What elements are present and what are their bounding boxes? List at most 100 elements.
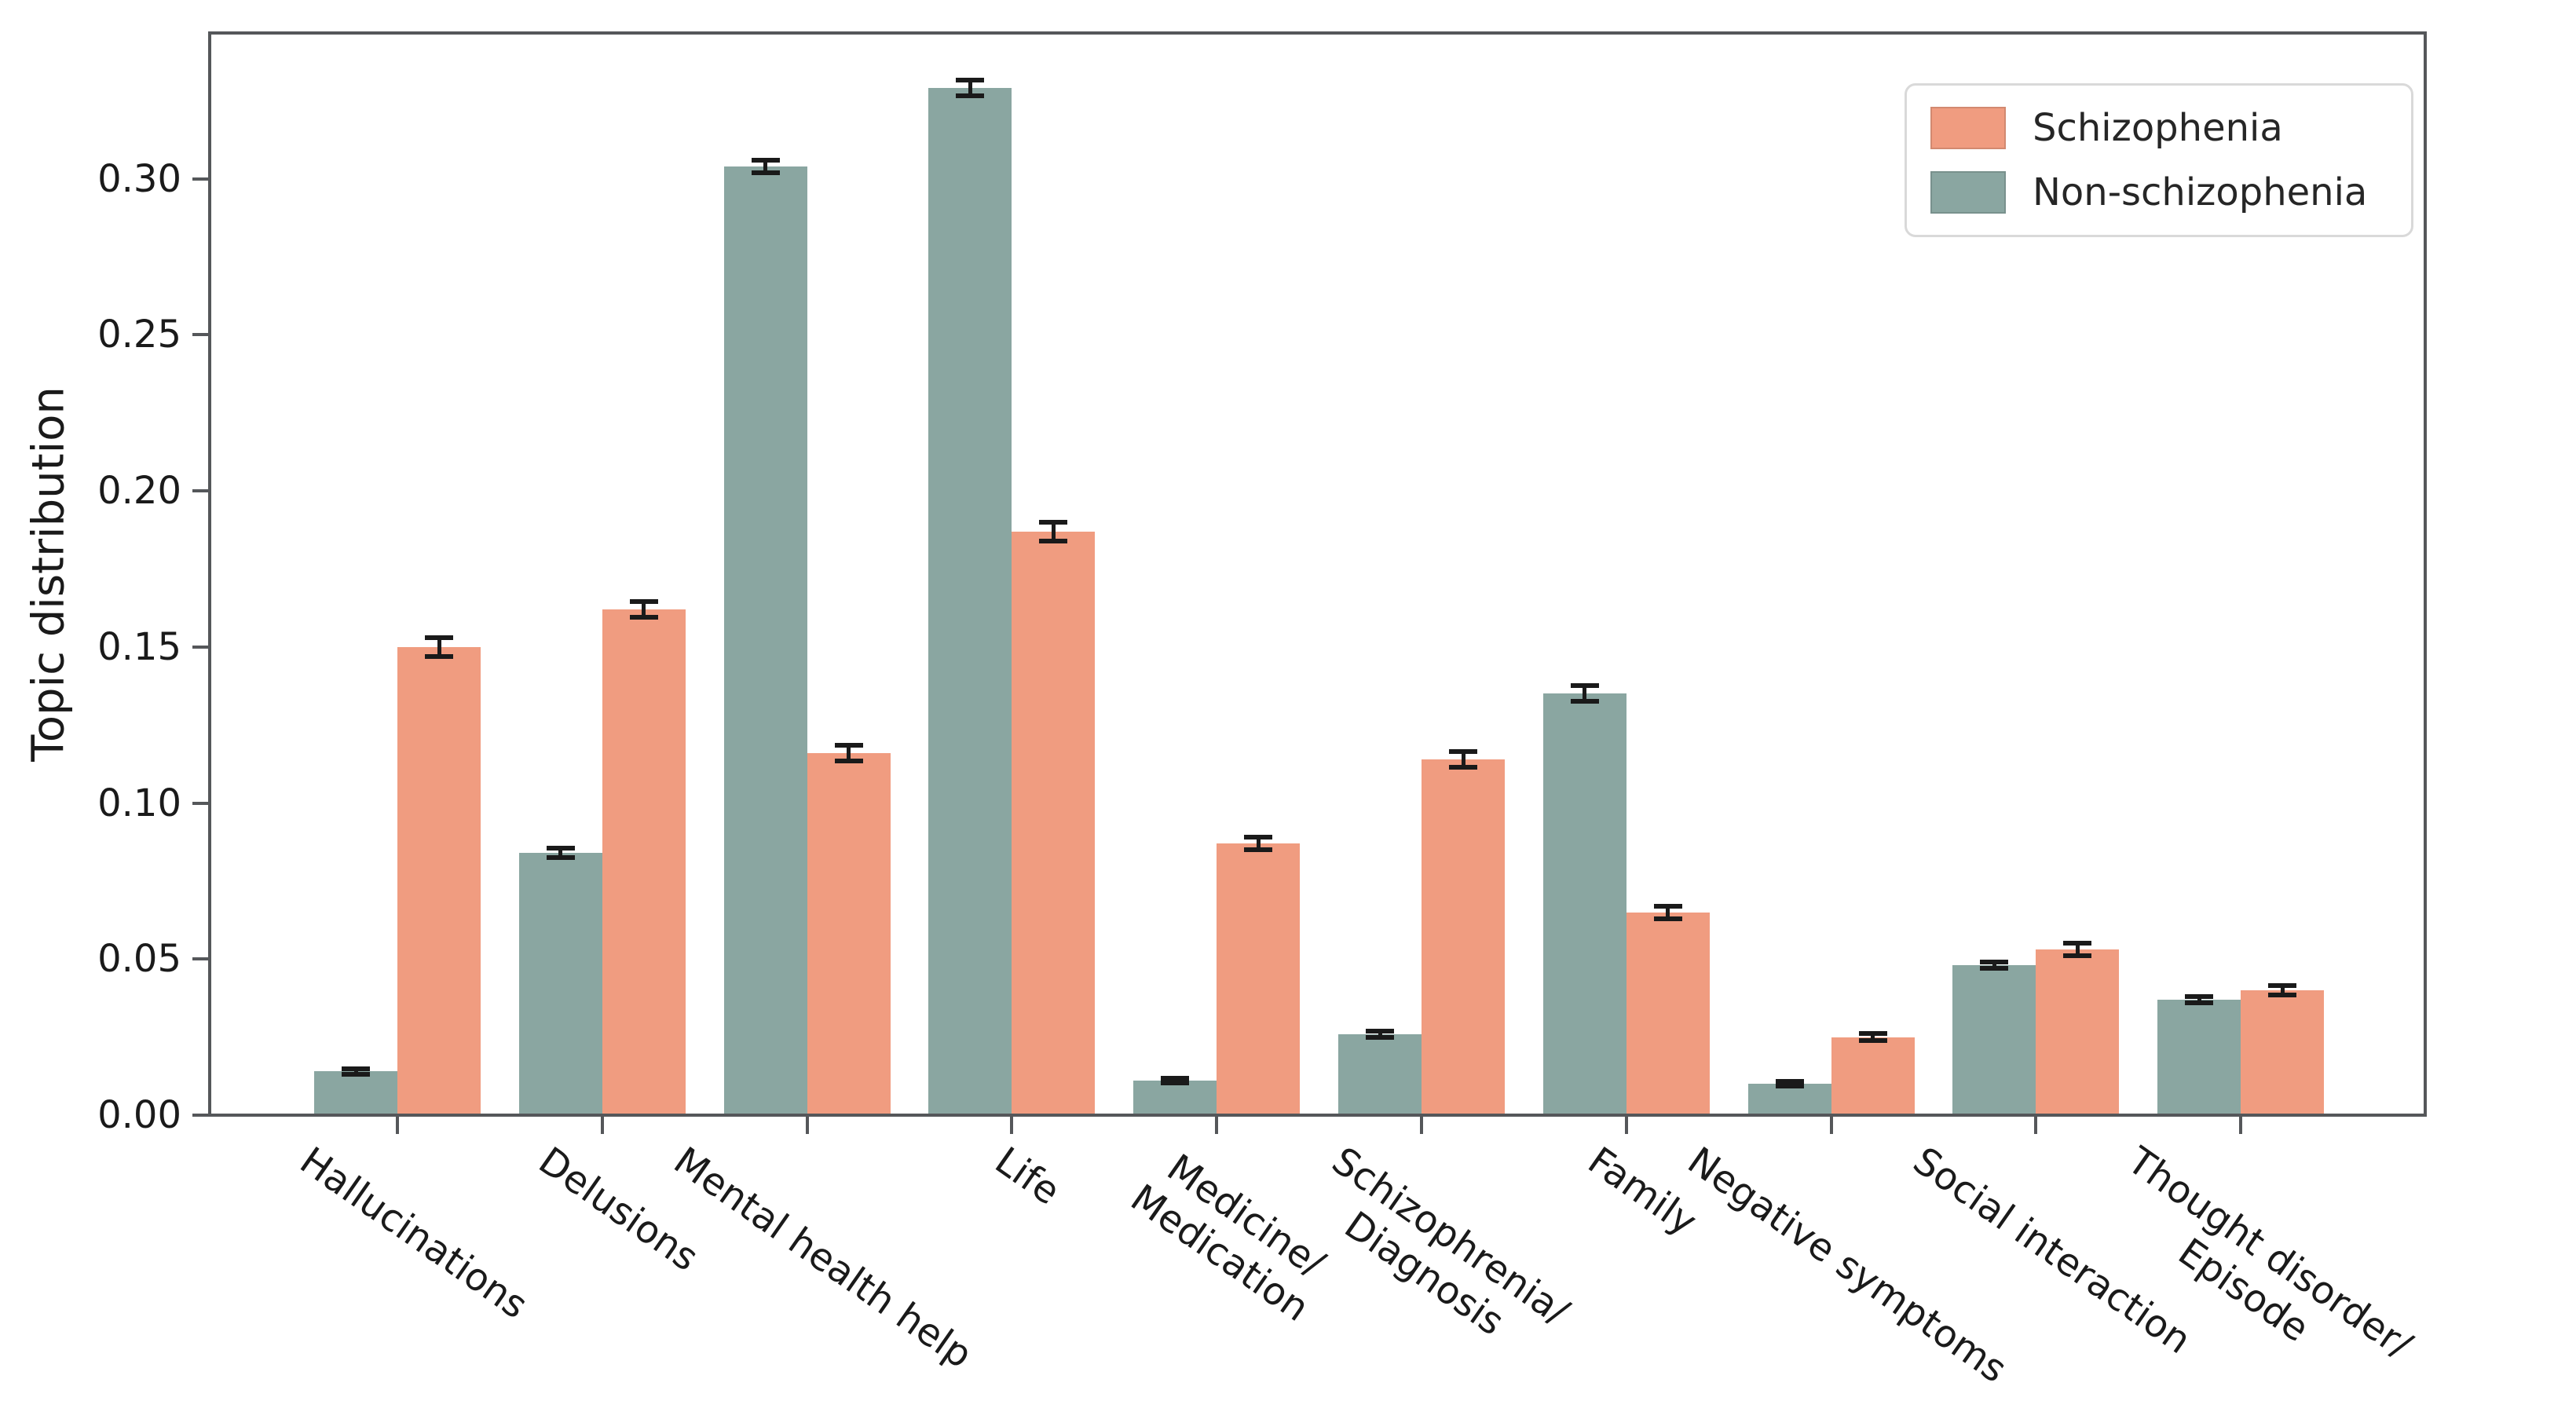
y-tick-label: 0.10 [97,781,181,825]
y-tick-mark [192,645,208,649]
error-bar-cap-top [546,846,575,851]
bar-schizophenia-10 [2241,990,2325,1114]
x-tick-mark [805,1117,809,1134]
bar-schizophenia-1 [397,646,481,1114]
error-bar-cap-bottom [1161,1081,1190,1086]
error-bar-cap-bottom [425,653,453,659]
error-bar-cap-top [629,599,658,605]
error-bar [968,80,972,97]
error-bar-cap-bottom [956,93,985,99]
bar-non-schizophenia-6 [1338,1033,1422,1114]
y-tick-mark [192,177,208,181]
y-tick-label: 0.20 [97,469,181,513]
error-bar [1051,521,1056,541]
y-tick-label: 0.05 [97,937,181,982]
legend-swatch-icon [1930,171,2006,214]
bar-non-schizophenia-7 [1542,693,1626,1114]
error-bar [1173,1078,1177,1084]
x-tick-mark [2034,1117,2038,1134]
error-bar-cap-bottom [1570,699,1599,704]
error-bar-cap-top [1858,1030,1887,1036]
error-bar [2280,986,2285,995]
error-bar-cap-bottom [1775,1084,1804,1089]
error-bar [1666,905,1670,919]
y-tick-label: 0.30 [97,156,181,201]
x-tick-mark [1010,1117,1014,1134]
x-tick-label-text: Mental health help [666,1139,981,1377]
error-bar-cap-top [1570,683,1599,689]
x-tick-label-text: Family [1579,1139,1705,1245]
bar-non-schizophenia-9 [1952,965,2036,1114]
error-bar-cap-top [1653,903,1682,909]
legend-swatch-icon [1930,107,2006,149]
bar-schizophenia-5 [1217,843,1301,1114]
x-tick-label-text: Hallucinations [291,1139,536,1328]
error-bar [642,602,646,617]
error-bar-cap-top [956,78,985,83]
error-bar-cap-top [751,157,780,163]
error-bar-cap-bottom [751,170,780,175]
error-bar-cap-top [425,635,453,640]
error-bar-cap-top [1161,1076,1190,1081]
error-bar-cap-top [2268,983,2297,989]
bar-schizophenia-4 [1012,531,1096,1114]
error-bar [353,1069,358,1074]
error-bar-cap-top [1039,519,1068,525]
bar-schizophenia-6 [1422,759,1505,1114]
y-tick-label: 0.25 [97,313,181,357]
x-tick-mark [2239,1117,2243,1134]
error-bar-cap-bottom [546,855,575,861]
bar-schizophenia-8 [1831,1037,1915,1114]
bar-schizophenia-7 [1626,912,1710,1114]
error-bar-cap-top [342,1066,370,1072]
bar-non-schizophenia-1 [314,1071,397,1114]
x-tick-mark [600,1117,604,1134]
error-bar-cap-bottom [2268,992,2297,997]
legend-item: Non-schizophenia [1930,170,2388,214]
error-bar-cap-bottom [2063,953,2092,959]
error-bar-cap-bottom [834,758,863,763]
error-bar-cap-bottom [1244,847,1273,853]
bar-non-schizophenia-2 [518,853,602,1114]
bar-non-schizophenia-8 [1747,1084,1831,1114]
y-tick-mark [192,1114,208,1117]
error-bar [558,848,563,858]
error-bar-cap-top [1449,748,1477,754]
y-tick-label: 0.15 [97,624,181,669]
x-tick-mark [1420,1117,1423,1134]
bar-non-schizophenia-5 [1133,1081,1217,1114]
legend-label: Schizophenia [2033,106,2283,150]
error-bar-cap-top [1980,960,2009,965]
error-bar [1583,686,1587,702]
error-bar-cap-bottom [2185,1000,2214,1005]
error-bar-cap-top [1366,1028,1394,1033]
error-bar [2197,996,2201,1003]
error-bar [763,159,768,173]
error-bar-cap-top [1244,835,1273,840]
error-bar-cap-bottom [1858,1038,1887,1044]
error-bar [1256,837,1261,850]
x-tick-mark [396,1117,399,1134]
error-bar [2075,943,2080,957]
error-bar [847,744,851,761]
x-tick-mark [1829,1117,1833,1134]
error-bar [1378,1030,1382,1037]
error-bar [1461,751,1465,767]
error-bar-cap-bottom [629,614,658,620]
bar-schizophenia-3 [807,752,891,1114]
x-tick-mark [1624,1117,1628,1134]
error-bar [1992,962,1996,969]
x-tick-label-text: Thought disorder/ Episode [2120,1139,2420,1368]
legend-item: Schizophenia [1930,106,2388,150]
error-bar-cap-bottom [1366,1034,1394,1040]
legend: Schizophenia Non-schizophenia [1905,83,2413,237]
error-bar [1871,1033,1875,1041]
error-bar [437,637,441,657]
y-tick-mark [192,333,208,337]
y-tick-label: 0.00 [97,1093,181,1137]
x-tick-mark [1215,1117,1219,1134]
bar-non-schizophenia-4 [928,88,1012,1114]
error-bar-cap-bottom [1980,966,2009,971]
x-tick-label-text: Life [987,1139,1069,1214]
error-bar-cap-top [2063,941,2092,946]
